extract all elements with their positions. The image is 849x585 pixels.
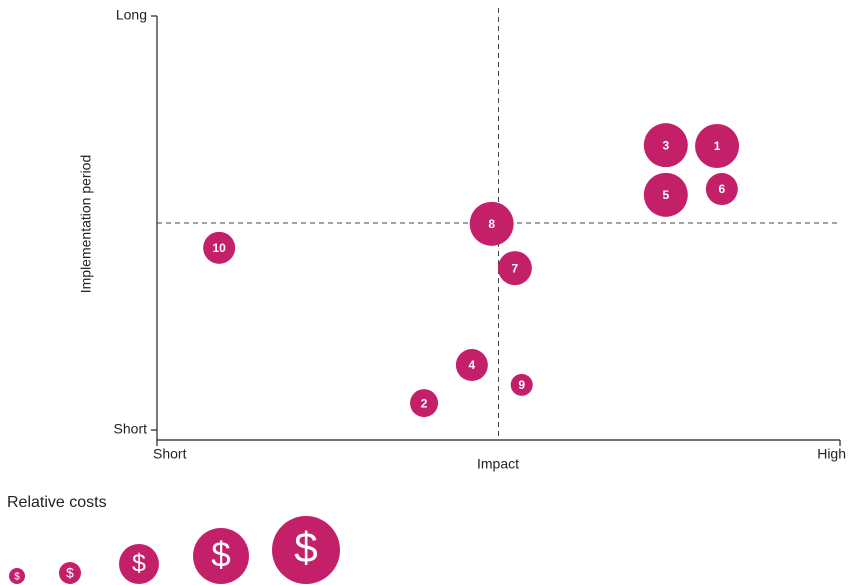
- bubble: [695, 123, 740, 168]
- bubble-label: 3: [662, 138, 669, 152]
- bubble: [203, 231, 236, 264]
- legend-symbol: $: [294, 525, 318, 572]
- bubble-label: 6: [718, 182, 725, 196]
- bubble: [410, 389, 439, 418]
- bubble: [643, 123, 688, 168]
- legend-symbol: $: [66, 566, 74, 581]
- legend-bubble: [272, 516, 340, 584]
- bubble: [510, 373, 533, 396]
- legend-bubble: [59, 562, 81, 584]
- legend-bubble: [119, 544, 159, 584]
- bubble-label: 2: [421, 396, 428, 410]
- legend-bubble: [9, 568, 25, 584]
- bubble-label: 10: [212, 241, 226, 255]
- bubble-label: 5: [662, 188, 669, 202]
- bubble-label: 1: [714, 139, 721, 153]
- bubble-label: 9: [518, 378, 525, 392]
- legend-title: Relative costs: [7, 494, 107, 511]
- bubble: [643, 172, 688, 217]
- x-tick-label: High: [817, 446, 846, 462]
- bubble: [705, 173, 738, 206]
- bubble: [497, 251, 532, 286]
- legend-bubble: [193, 528, 249, 584]
- bubble-label: 7: [512, 261, 519, 275]
- bubble-label: 8: [488, 217, 495, 231]
- legend-symbol: $: [14, 572, 20, 583]
- legend-symbol: $: [132, 550, 146, 578]
- x-tick-label: Short: [153, 446, 187, 462]
- bubble: [455, 349, 488, 382]
- y-axis-title: Implementation period: [78, 155, 94, 294]
- y-tick-label: Short: [114, 421, 148, 437]
- legend-symbol: $: [211, 535, 230, 574]
- bubble-label: 4: [469, 358, 476, 372]
- y-tick-label: Long: [116, 7, 147, 23]
- x-axis-title: Impact: [477, 456, 519, 472]
- bubble: [469, 201, 514, 246]
